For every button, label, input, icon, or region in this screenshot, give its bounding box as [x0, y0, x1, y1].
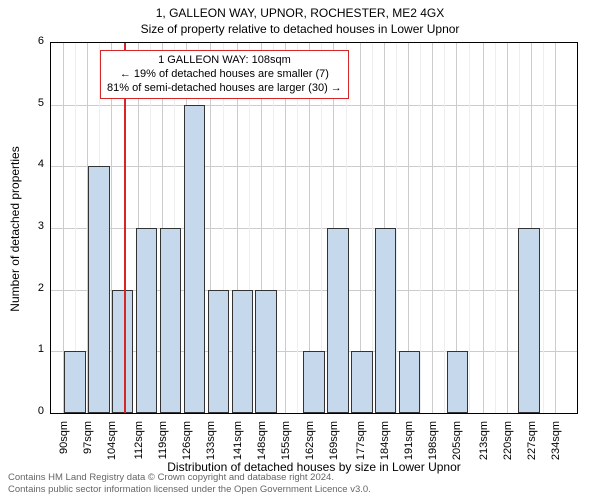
histogram-bar	[112, 290, 134, 413]
histogram-bar	[136, 228, 158, 413]
x-tick-label: 148sqm	[256, 421, 268, 471]
x-tick-label: 227sqm	[526, 421, 538, 471]
gridline-v	[432, 43, 433, 413]
annotation-line1: 1 GALLEON WAY: 108sqm	[107, 54, 342, 68]
histogram-bar	[64, 351, 86, 413]
y-tick-label: 6	[14, 35, 44, 47]
histogram-bar	[88, 166, 110, 413]
histogram-bar	[184, 105, 206, 413]
footer-line2: Contains public sector information licen…	[8, 484, 371, 496]
footer: Contains HM Land Registry data © Crown c…	[8, 472, 371, 496]
figure: 1, GALLEON WAY, UPNOR, ROCHESTER, ME2 4G…	[0, 0, 600, 500]
histogram-bar	[375, 228, 397, 413]
y-tick-label: 3	[14, 220, 44, 232]
gridline-v	[507, 43, 508, 413]
x-tick-label: 213sqm	[478, 421, 490, 471]
gridline-h	[51, 105, 577, 106]
histogram-bar	[399, 351, 421, 413]
histogram-bar	[447, 351, 469, 413]
x-tick-label: 112sqm	[133, 421, 145, 471]
x-tick-label: 191sqm	[403, 421, 415, 471]
gridline-v-minor	[444, 43, 445, 413]
x-tick-label: 155sqm	[280, 421, 292, 471]
x-tick-label: 162sqm	[304, 421, 316, 471]
x-tick-label: 220sqm	[502, 421, 514, 471]
gridline-v-minor	[495, 43, 496, 413]
x-tick-label: 90sqm	[58, 421, 70, 471]
histogram-bar	[327, 228, 349, 413]
x-tick-label: 234sqm	[550, 421, 562, 471]
x-tick-label: 184sqm	[379, 421, 391, 471]
annotation-line3: 81% of semi-detached houses are larger (…	[107, 82, 342, 96]
y-tick-label: 4	[14, 158, 44, 170]
histogram-bar	[518, 228, 540, 413]
title-line2: Size of property relative to detached ho…	[0, 22, 600, 36]
histogram-bar	[255, 290, 277, 413]
x-tick-label: 133sqm	[205, 421, 217, 471]
histogram-bar	[208, 290, 230, 413]
annotation-box: 1 GALLEON WAY: 108sqm ← 19% of detached …	[100, 50, 349, 99]
plot-area: 1 GALLEON WAY: 108sqm ← 19% of detached …	[50, 42, 578, 414]
x-tick-label: 205sqm	[451, 421, 463, 471]
x-tick-label: 104sqm	[106, 421, 118, 471]
gridline-h	[51, 166, 577, 167]
histogram-bar	[351, 351, 373, 413]
x-tick-label: 177sqm	[355, 421, 367, 471]
gridline-h	[51, 228, 577, 229]
x-tick-label: 97sqm	[82, 421, 94, 471]
histogram-bar	[232, 290, 254, 413]
gridline-v	[483, 43, 484, 413]
y-tick-label: 1	[14, 343, 44, 355]
x-tick-label: 126sqm	[181, 421, 193, 471]
x-tick-label: 119sqm	[157, 421, 169, 471]
annotation-line2: ← 19% of detached houses are smaller (7)	[107, 68, 342, 82]
gridline-v-minor	[543, 43, 544, 413]
x-tick-label: 198sqm	[427, 421, 439, 471]
gridline-v-minor	[469, 43, 470, 413]
y-tick-label: 2	[14, 282, 44, 294]
x-tick-label: 169sqm	[328, 421, 340, 471]
histogram-bar	[303, 351, 325, 413]
histogram-bar	[160, 228, 182, 413]
y-tick-label: 5	[14, 97, 44, 109]
gridline-v	[555, 43, 556, 413]
title-line1: 1, GALLEON WAY, UPNOR, ROCHESTER, ME2 4G…	[0, 6, 600, 20]
y-tick-label: 0	[14, 405, 44, 417]
x-tick-label: 141sqm	[232, 421, 244, 471]
footer-line1: Contains HM Land Registry data © Crown c…	[8, 472, 371, 484]
